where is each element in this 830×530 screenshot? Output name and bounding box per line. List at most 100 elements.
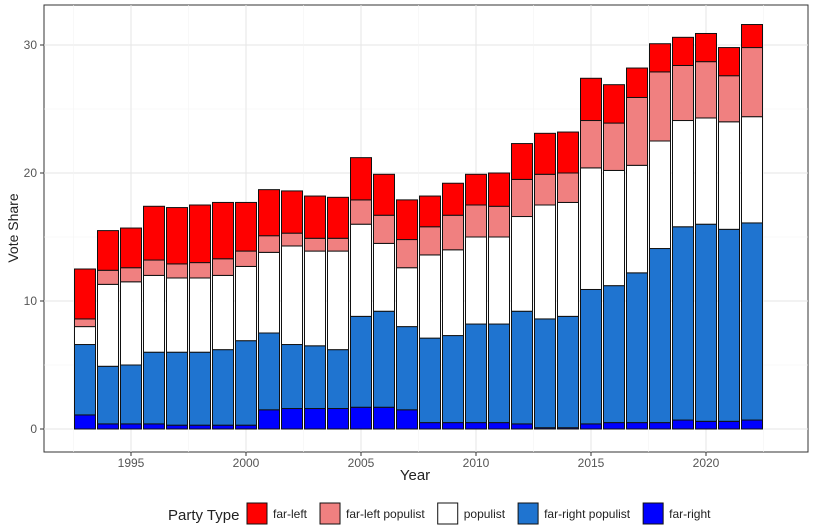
- bar-far-right-2011: [488, 422, 510, 430]
- bar-far-left-populist-2004: [327, 237, 349, 252]
- bar-far-right-populist-2014: [557, 315, 579, 429]
- legend-swatch-far-left-populist: [319, 502, 341, 525]
- bar-far-left-populist-2018: [649, 71, 671, 142]
- bar-far-left-2013: [534, 132, 556, 175]
- bar-far-right-populist-1994: [97, 365, 119, 425]
- bar-far-right-2002: [281, 408, 303, 430]
- bar-far-right-populist-2016: [603, 285, 625, 424]
- bar-far-right-2001: [258, 409, 280, 430]
- bar-populist-2012: [511, 216, 533, 312]
- bar-far-right-2016: [603, 422, 625, 430]
- bar-far-right-2020: [695, 420, 717, 430]
- bar-far-left-2002: [281, 190, 303, 234]
- bar-populist-1998: [189, 277, 211, 353]
- bar-far-right-populist-2004: [327, 349, 349, 410]
- x-tick-label: 2020: [693, 456, 720, 470]
- bar-far-right-populist-1995: [120, 364, 142, 425]
- bar-far-right-1994: [97, 423, 119, 430]
- bar-far-right-populist-2008: [419, 337, 441, 424]
- bar-far-left-populist-2003: [304, 237, 326, 252]
- bar-far-right-2003: [304, 408, 326, 430]
- bar-far-left-2006: [373, 173, 395, 216]
- bar-far-right-populist-2019: [672, 226, 694, 421]
- bar-populist-1996: [143, 274, 165, 353]
- legend-swatch-far-right: [642, 502, 664, 525]
- legend-label-far-left-populist: far-left populist: [346, 507, 425, 521]
- bar-far-right-2009: [442, 422, 464, 430]
- bar-far-right-populist-2020: [695, 223, 717, 422]
- bar-far-right-populist-1998: [189, 351, 211, 426]
- bar-populist-2001: [258, 251, 280, 334]
- bar-far-right-populist-2006: [373, 310, 395, 408]
- bar-far-left-2019: [672, 36, 694, 66]
- bar-populist-2010: [465, 236, 487, 325]
- bar-far-right-2018: [649, 422, 671, 430]
- bar-far-right-2010: [465, 422, 487, 430]
- bar-populist-2007: [396, 267, 418, 328]
- bar-far-right-2022: [741, 419, 763, 430]
- bar-far-left-2018: [649, 43, 671, 73]
- y-tick-label: 10: [24, 294, 38, 308]
- bar-populist-2016: [603, 169, 625, 287]
- bar-far-left-populist-1996: [143, 259, 165, 276]
- bar-far-left-populist-2016: [603, 122, 625, 171]
- bar-far-left-populist-2013: [534, 173, 556, 206]
- bar-far-left-2022: [741, 24, 763, 49]
- bar-far-right-populist-2021: [718, 228, 740, 422]
- bar-far-right-2015: [580, 423, 602, 430]
- bar-far-left-1993: [74, 268, 96, 320]
- bar-far-left-populist-2000: [235, 250, 257, 267]
- x-tick-label: 2005: [348, 456, 375, 470]
- bar-far-right-populist-2001: [258, 332, 280, 411]
- bar-far-left-populist-2002: [281, 232, 303, 247]
- bar-populist-2018: [649, 140, 671, 250]
- bar-far-left-2001: [258, 189, 280, 237]
- y-tick-label: 20: [24, 166, 38, 180]
- legend: Party Type far-left far-left populist popu…: [168, 502, 711, 525]
- bar-far-left-populist-1993: [74, 318, 96, 328]
- bar-far-left-2010: [465, 173, 487, 206]
- bar-far-right-populist-2000: [235, 340, 257, 426]
- bar-populist-2009: [442, 249, 464, 337]
- bar-populist-2017: [626, 164, 648, 274]
- bar-far-left-2015: [580, 77, 602, 122]
- legend-swatch-populist: [437, 502, 459, 525]
- bar-far-right-1995: [120, 423, 142, 430]
- bar-far-right-1997: [166, 424, 188, 430]
- bar-far-left-populist-2019: [672, 64, 694, 122]
- bar-populist-2014: [557, 201, 579, 317]
- bar-populist-2013: [534, 204, 556, 320]
- bar-far-right-populist-1999: [212, 349, 234, 426]
- bar-far-right-populist-2002: [281, 344, 303, 410]
- bar-far-right-populist-2022: [741, 222, 763, 421]
- bar-far-right-1996: [143, 423, 165, 430]
- bar-far-left-populist-2001: [258, 235, 280, 253]
- bar-populist-1997: [166, 277, 188, 353]
- bar-populist-1994: [97, 283, 119, 367]
- bar-far-left-populist-2007: [396, 239, 418, 269]
- bar-far-left-1994: [97, 230, 119, 271]
- bar-far-left-populist-2022: [741, 47, 763, 118]
- bar-far-right-populist-2017: [626, 272, 648, 424]
- bar-far-left-populist-2015: [580, 120, 602, 169]
- bar-far-left-populist-2021: [718, 75, 740, 123]
- bar-far-right-populist-2005: [350, 315, 372, 408]
- x-tick-label: 1995: [118, 456, 145, 470]
- bar-far-right-2007: [396, 409, 418, 430]
- bar-populist-1999: [212, 274, 234, 351]
- bar-far-left-2014: [557, 131, 579, 174]
- bar-far-right-populist-2018: [649, 248, 671, 424]
- y-tick-label: 30: [24, 38, 38, 52]
- bar-far-right-2005: [350, 406, 372, 430]
- x-tick-label: 2015: [578, 456, 605, 470]
- bar-far-left-populist-2006: [373, 214, 395, 244]
- legend-swatch-far-right-populist: [517, 502, 539, 525]
- bar-far-left-populist-2012: [511, 178, 533, 218]
- bar-far-left-2016: [603, 84, 625, 124]
- legend-label-far-left: far-left: [273, 507, 308, 521]
- bar-far-left-2009: [442, 182, 464, 216]
- x-tick-label: 2010: [463, 456, 490, 470]
- y-tick-label: 0: [30, 422, 37, 436]
- bar-far-left-2020: [695, 32, 717, 63]
- bar-populist-2022: [741, 116, 763, 224]
